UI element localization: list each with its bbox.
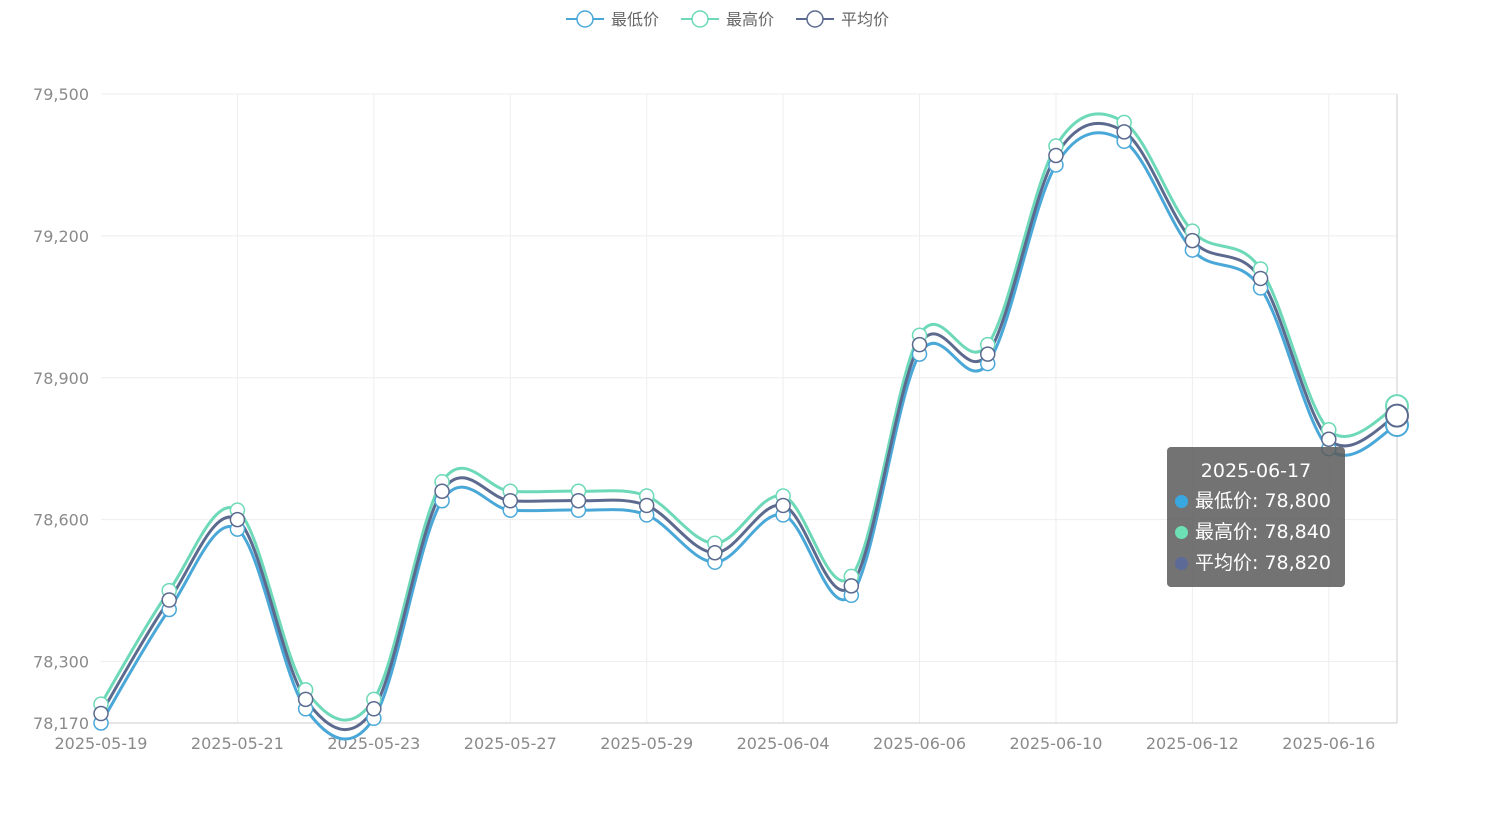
x-tick-label: 2025-06-06 bbox=[873, 734, 966, 753]
tooltip-label-low: 最低价: 78,800 bbox=[1195, 490, 1331, 512]
point-avg[interactable] bbox=[775, 497, 791, 514]
y-tick-label: 78,300 bbox=[33, 653, 89, 672]
point-avg[interactable] bbox=[1321, 431, 1337, 447]
tooltip-label-high: 最高价: 78,840 bbox=[1195, 521, 1331, 543]
point-avg[interactable] bbox=[1116, 124, 1132, 140]
tooltip-label-avg: 平均价: 78,820 bbox=[1195, 552, 1331, 574]
x-tick-label: 2025-06-12 bbox=[1146, 734, 1239, 753]
point-avg[interactable] bbox=[1385, 403, 1409, 428]
point-avg[interactable] bbox=[93, 705, 109, 722]
axes bbox=[101, 94, 1398, 724]
y-tick-label: 79,500 bbox=[33, 85, 89, 104]
point-avg[interactable] bbox=[911, 336, 928, 353]
legend-label: 最低价 bbox=[611, 10, 659, 29]
x-tick-label: 2025-05-29 bbox=[600, 734, 693, 753]
y-tick-label: 78,900 bbox=[33, 369, 89, 388]
tooltip-row-high: 最高价: 78,840 bbox=[1175, 517, 1337, 548]
point-avg[interactable] bbox=[502, 492, 519, 509]
point-avg[interactable] bbox=[979, 346, 996, 362]
x-tick-label: 2025-06-10 bbox=[1009, 734, 1102, 753]
legend-item-low[interactable]: 最低价 bbox=[566, 10, 659, 29]
grid bbox=[101, 93, 1397, 724]
x-tick-label: 2025-05-27 bbox=[464, 734, 557, 753]
y-tick-label: 78,600 bbox=[33, 511, 89, 530]
tooltip-title: 2025-06-17 bbox=[1200, 460, 1312, 482]
point-avg[interactable] bbox=[638, 497, 655, 514]
legend-marker bbox=[691, 10, 709, 28]
point-avg[interactable] bbox=[843, 578, 860, 594]
tooltip-dot-high bbox=[1175, 526, 1188, 539]
tooltip: 2025-06-17 最低价: 78,800 最高价: 78,840 平均价: … bbox=[1167, 447, 1345, 587]
point-avg[interactable] bbox=[1184, 232, 1201, 249]
tooltip-dot-avg bbox=[1175, 557, 1188, 570]
legend-label: 平均价 bbox=[841, 10, 889, 29]
tooltip-row-low: 最低价: 78,800 bbox=[1175, 486, 1337, 517]
x-tick-label: 2025-05-19 bbox=[55, 734, 148, 753]
x-tick-label: 2025-06-04 bbox=[737, 734, 830, 753]
tooltip-dot-low bbox=[1175, 495, 1188, 508]
point-avg[interactable] bbox=[434, 483, 450, 500]
series-points bbox=[93, 114, 1409, 731]
legend-label: 最高价 bbox=[726, 10, 774, 29]
point-avg[interactable] bbox=[229, 511, 246, 528]
legend: 最低价 最高价 平均价 bbox=[566, 10, 889, 29]
point-avg[interactable] bbox=[297, 691, 314, 708]
x-axis-ticks: 2025-05-19 2025-05-21 2025-05-23 2025-05-27… bbox=[55, 734, 1376, 753]
series-line-low bbox=[99, 131, 1398, 741]
legend-marker bbox=[576, 10, 594, 28]
legend-item-high[interactable]: 最高价 bbox=[681, 10, 774, 29]
x-tick-label: 2025-05-21 bbox=[191, 734, 284, 753]
y-axis-ticks: 79,500 79,200 78,900 78,600 78,300 78,170 bbox=[33, 85, 89, 733]
series-line-high bbox=[99, 112, 1398, 722]
y-tick-label: 79,200 bbox=[33, 227, 89, 246]
point-avg[interactable] bbox=[1048, 147, 1064, 164]
point-avg[interactable] bbox=[707, 544, 723, 561]
legend-item-avg[interactable]: 平均价 bbox=[796, 10, 889, 29]
x-tick-label: 2025-05-23 bbox=[327, 734, 420, 753]
series-line-avg bbox=[99, 121, 1398, 731]
point-avg[interactable] bbox=[1252, 270, 1269, 287]
point-avg[interactable] bbox=[161, 592, 177, 608]
point-avg[interactable] bbox=[570, 492, 587, 509]
x-tick-label: 2025-06-16 bbox=[1282, 734, 1375, 753]
point-avg[interactable] bbox=[366, 701, 382, 717]
series-lines bbox=[99, 112, 1398, 741]
tooltip-row-avg: 平均价: 78,820 bbox=[1175, 548, 1337, 579]
y-tick-label: 78,170 bbox=[33, 714, 89, 733]
legend-marker bbox=[806, 10, 824, 28]
